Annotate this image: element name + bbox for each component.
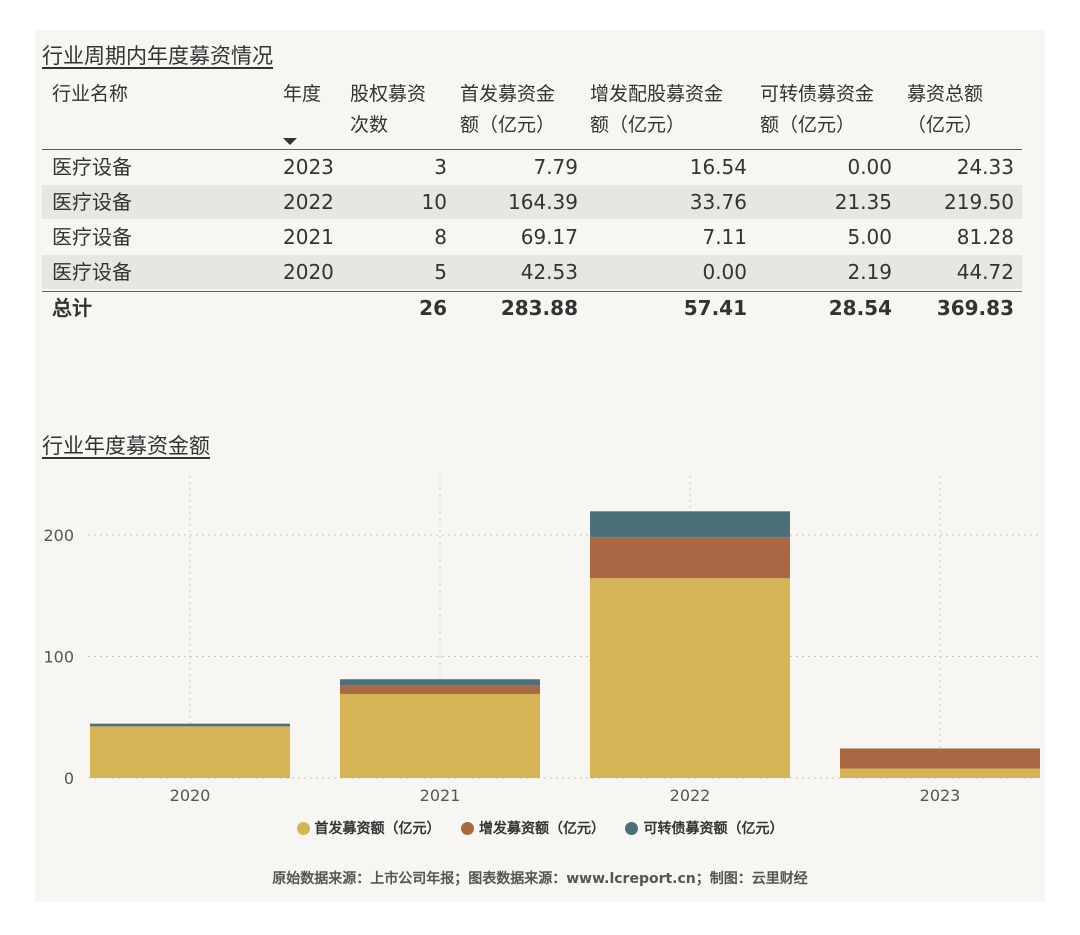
bar-segment-ipo — [90, 726, 290, 778]
bar-segment-additional — [840, 748, 1040, 769]
legend-item-ipo[interactable]: 首发募资额（亿元） — [296, 818, 441, 838]
y-tick-label: 100 — [43, 648, 74, 667]
legend-item-additional[interactable]: 增发募资额（亿元） — [461, 818, 605, 838]
total-row: 总计 26 283.88 57.41 28.54 369.83 — [52, 296, 1014, 320]
bar-segment-ipo — [840, 768, 1040, 778]
sort-desc-icon[interactable] — [283, 138, 297, 145]
bar-segment-ipo — [340, 693, 540, 778]
bar-segment-additional — [590, 537, 790, 579]
chart-legend: 首发募资额（亿元） 增发募资额（亿元） 可转债募资额（亿元） — [0, 818, 1080, 839]
header-ipo: 首发募资金 额（亿元） — [460, 83, 556, 136]
x-tick-label: 2021 — [420, 786, 461, 805]
x-tick-label: 2022 — [670, 786, 711, 805]
legend-dot-convertible — [625, 821, 639, 835]
y-tick-label: 200 — [43, 526, 74, 545]
bar-segment-convertible — [340, 679, 540, 686]
table-row: 医疗设备 2020 5 42.53 0.00 2.19 44.72 — [42, 255, 1022, 289]
legend-dot-ipo — [296, 821, 310, 835]
bar-segment-convertible — [590, 511, 790, 538]
bar-segment-convertible — [90, 723, 290, 727]
bar-segment-ipo — [590, 578, 790, 778]
table-row: 医疗设备 2022 10 164.39 33.76 21.35 219.50 — [42, 185, 1022, 219]
header-count: 股权募资 次数 — [350, 83, 427, 136]
header-name: 行业名称 — [52, 83, 129, 105]
y-tick-label: 0 — [64, 769, 74, 788]
header-total: 募资总额 （亿元） — [907, 83, 984, 136]
bar-segment-additional — [340, 685, 540, 694]
chart-title: 行业年度募资金额 — [42, 434, 210, 458]
legend-dot-additional — [461, 821, 474, 835]
header-additional: 增发配股募资金 额（亿元） — [590, 83, 724, 136]
header-year[interactable]: 年度 — [283, 83, 322, 105]
header-divider — [42, 149, 1022, 150]
x-tick-label: 2023 — [920, 786, 961, 805]
table-row: 医疗设备 2021 8 69.17 7.11 5.00 81.28 — [52, 225, 1014, 249]
legend-item-convertible[interactable]: 可转债募资额（亿元） — [625, 818, 783, 838]
table-title: 行业周期内年度募资情况 — [42, 44, 273, 68]
source-note: 原始数据来源：上市公司年报；图表数据来源：www.lcreport.cn；制图：… — [272, 871, 808, 887]
table-row: 医疗设备 2023 3 7.79 16.54 0.00 24.33 — [52, 155, 1014, 179]
x-tick-label: 2020 — [170, 786, 211, 805]
table-header: 行业名称 年度 股权募资 次数 首发募资金 额（亿元） 增发配股募资金 额（亿元） 可… — [42, 72, 1022, 150]
total-divider — [42, 291, 1022, 292]
header-convertible: 可转债募资金 额（亿元） — [760, 83, 875, 136]
